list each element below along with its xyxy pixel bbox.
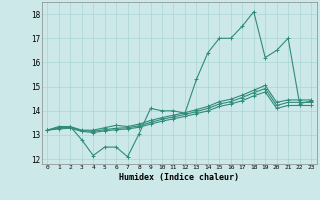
X-axis label: Humidex (Indice chaleur): Humidex (Indice chaleur) (119, 173, 239, 182)
